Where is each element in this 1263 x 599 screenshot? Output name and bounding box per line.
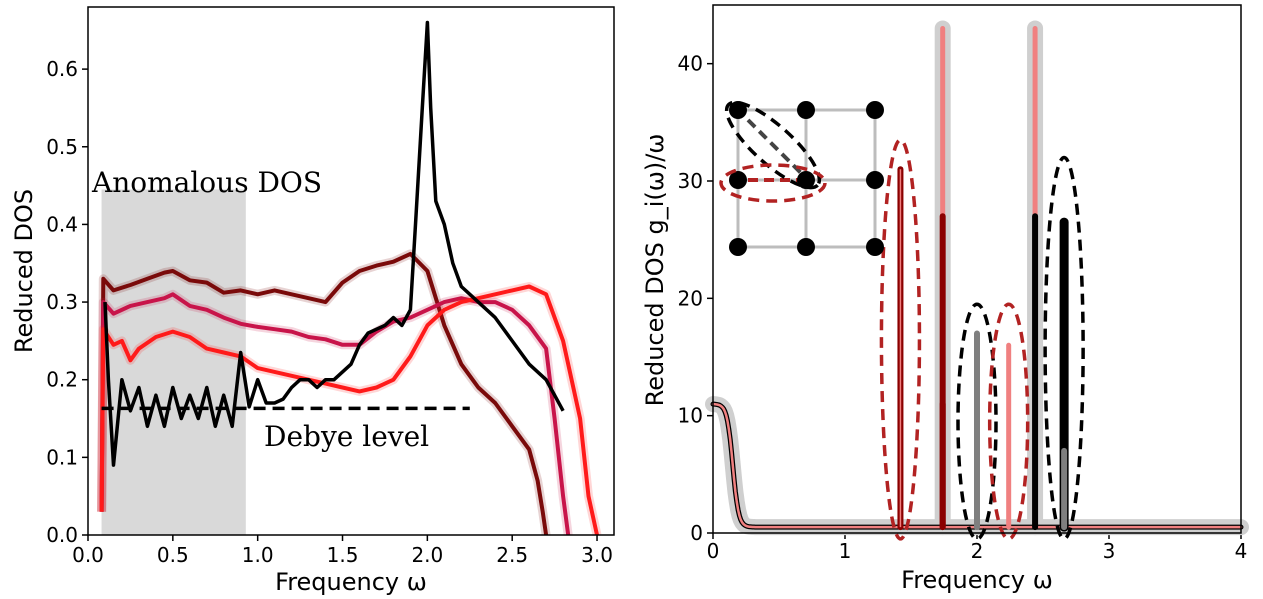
lattice-site: [866, 101, 884, 119]
y-tick-label: 0.5: [46, 135, 78, 159]
x-tick-label: 1: [839, 539, 852, 563]
diagonal-bond: [746, 118, 805, 177]
y-tick-label: 40: [678, 52, 703, 76]
lattice-inset: [719, 100, 884, 256]
right-series: [705, 20, 1249, 541]
series-line-black: [103, 20, 565, 467]
x-tick-label: 3.0: [581, 543, 613, 567]
lattice-site: [797, 238, 815, 256]
lattice-site: [866, 238, 884, 256]
y-tick-label: 0.6: [46, 57, 78, 81]
left-panel: 0.0 0.5 1.0 1.5 2.0 2.5 3.0 0.0 0.1 0.2 0.3 0.4 0.5 0…: [10, 6, 615, 596]
lattice-site: [729, 238, 747, 256]
horizontal-pair-ellipse: [719, 163, 827, 203]
anomalous-dos-region: [101, 189, 246, 535]
left-series: [97, 20, 602, 536]
y-tick-label: 0.4: [46, 212, 78, 236]
y-tick-label: 20: [678, 286, 703, 310]
left-y-axis-label: Reduced DOS: [10, 189, 38, 353]
y-tick-label: 0.1: [46, 445, 78, 469]
lattice-site: [729, 101, 747, 119]
x-tick-label: 0.5: [157, 543, 189, 567]
x-tick-label: 3: [1103, 539, 1116, 563]
peak-ellipse: [956, 302, 998, 541]
left-x-axis-label: Frequency ω: [275, 568, 427, 596]
x-tick-label: 2.0: [411, 543, 443, 567]
baseline-line-overlay: [711, 402, 1243, 529]
x-tick-label: 4: [1235, 539, 1248, 563]
lattice-site: [866, 171, 884, 189]
debye-level-label: Debye level: [264, 420, 429, 453]
y-tick-label: 30: [678, 169, 703, 193]
y-tick-label: 10: [678, 404, 703, 428]
peak-ellipse: [1043, 155, 1085, 541]
diagonal-pair-ellipse: [724, 100, 822, 190]
x-tick-label: 0.0: [72, 543, 104, 567]
y-tick-label: 0.3: [46, 290, 78, 314]
peak-ellipse: [987, 302, 1030, 541]
lattice-site: [729, 171, 747, 189]
x-tick-label: 0: [707, 539, 720, 563]
right-axes-frame: [712, 4, 1242, 534]
series-line-dark_red: [99, 251, 549, 536]
y-tick-label: 0: [690, 521, 703, 545]
x-tick-label: 2: [971, 539, 984, 563]
series-line-red: [99, 284, 599, 536]
anomalous-dos-label: Anomalous DOS: [91, 166, 322, 199]
series-line-crimson: [99, 292, 571, 536]
left-axes-frame: [87, 6, 615, 536]
right-x-axis-label: Frequency ω: [901, 566, 1053, 594]
y-tick-label: 0.0: [46, 523, 78, 547]
right-y-axis-label: Reduced DOS g_i(ω)/ω: [641, 134, 669, 407]
y-tick-label: 0.2: [46, 368, 78, 392]
lattice-site: [797, 101, 815, 119]
x-tick-label: 1.0: [242, 543, 274, 567]
x-tick-label: 1.5: [327, 543, 359, 567]
left-ticks: 0.0 0.5 1.0 1.5 2.0 2.5 3.0 0.0 0.1 0.2 0.3 0.4 0.5 0…: [46, 57, 613, 567]
lattice-site: [797, 171, 815, 189]
peak-ellipse: [879, 138, 922, 541]
x-tick-label: 2.5: [496, 543, 528, 567]
